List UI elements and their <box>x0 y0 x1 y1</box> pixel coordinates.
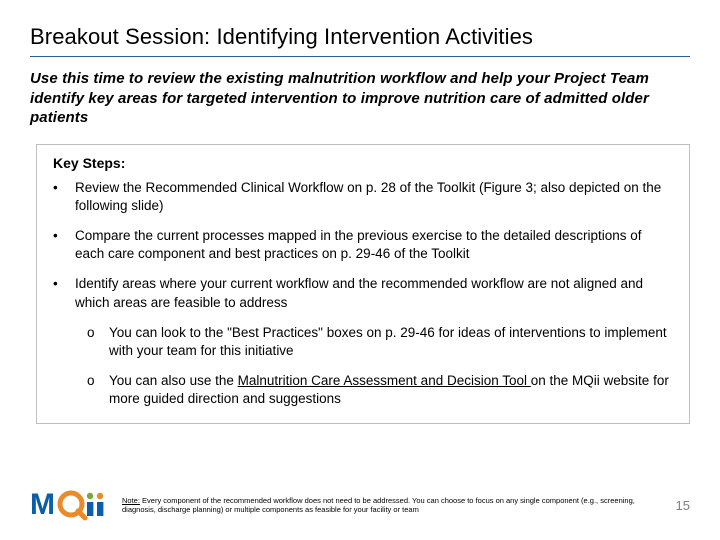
bullet-text: Review the Recommended Clinical Workflow… <box>75 179 673 215</box>
bullet-text-span: Identify areas where your current workfl… <box>75 276 643 309</box>
sub-text-pre: You can also use the <box>109 373 238 388</box>
list-item: • Compare the current processes mapped i… <box>53 227 673 263</box>
slide: Breakout Session: Identifying Interventi… <box>0 0 720 540</box>
slide-title: Breakout Session: Identifying Interventi… <box>30 24 690 50</box>
note-text: Every component of the recommended workf… <box>122 496 635 514</box>
bullet-icon: • <box>53 275 75 408</box>
intro-text: Use this time to review the existing mal… <box>30 69 690 128</box>
bullet-text: Compare the current processes mapped in … <box>75 227 673 263</box>
footer-note: Note: Every component of the recommended… <box>122 496 652 514</box>
title-rule <box>30 56 690 57</box>
key-steps-heading: Key Steps: <box>53 155 673 171</box>
note-label: Note: <box>122 496 140 505</box>
bullet-icon: • <box>53 179 75 215</box>
sub-bullet-icon: o <box>87 324 109 360</box>
logo-mqii: M <box>30 486 108 524</box>
page-number: 15 <box>676 498 690 513</box>
svg-text:M: M <box>30 488 55 521</box>
list-item: o You can also use the Malnutrition Care… <box>87 372 673 408</box>
list-item: o You can look to the "Best Practices" b… <box>87 324 673 360</box>
bullet-icon: • <box>53 227 75 263</box>
sub-bullet-text: You can look to the "Best Practices" box… <box>109 324 673 360</box>
sub-bullet-text: You can also use the Malnutrition Care A… <box>109 372 673 408</box>
bullet-text: Identify areas where your current workfl… <box>75 275 673 408</box>
list-item: • Identify areas where your current work… <box>53 275 673 408</box>
key-steps-box: Key Steps: • Review the Recommended Clin… <box>36 144 690 424</box>
footer: M Note: Every component of the recommend… <box>30 486 690 524</box>
sub-text-link: Malnutrition Care Assessment and Decisio… <box>238 373 531 388</box>
sub-list: o You can look to the "Best Practices" b… <box>75 324 673 409</box>
bullet-list: • Review the Recommended Clinical Workfl… <box>53 179 673 409</box>
sub-bullet-icon: o <box>87 372 109 408</box>
list-item: • Review the Recommended Clinical Workfl… <box>53 179 673 215</box>
